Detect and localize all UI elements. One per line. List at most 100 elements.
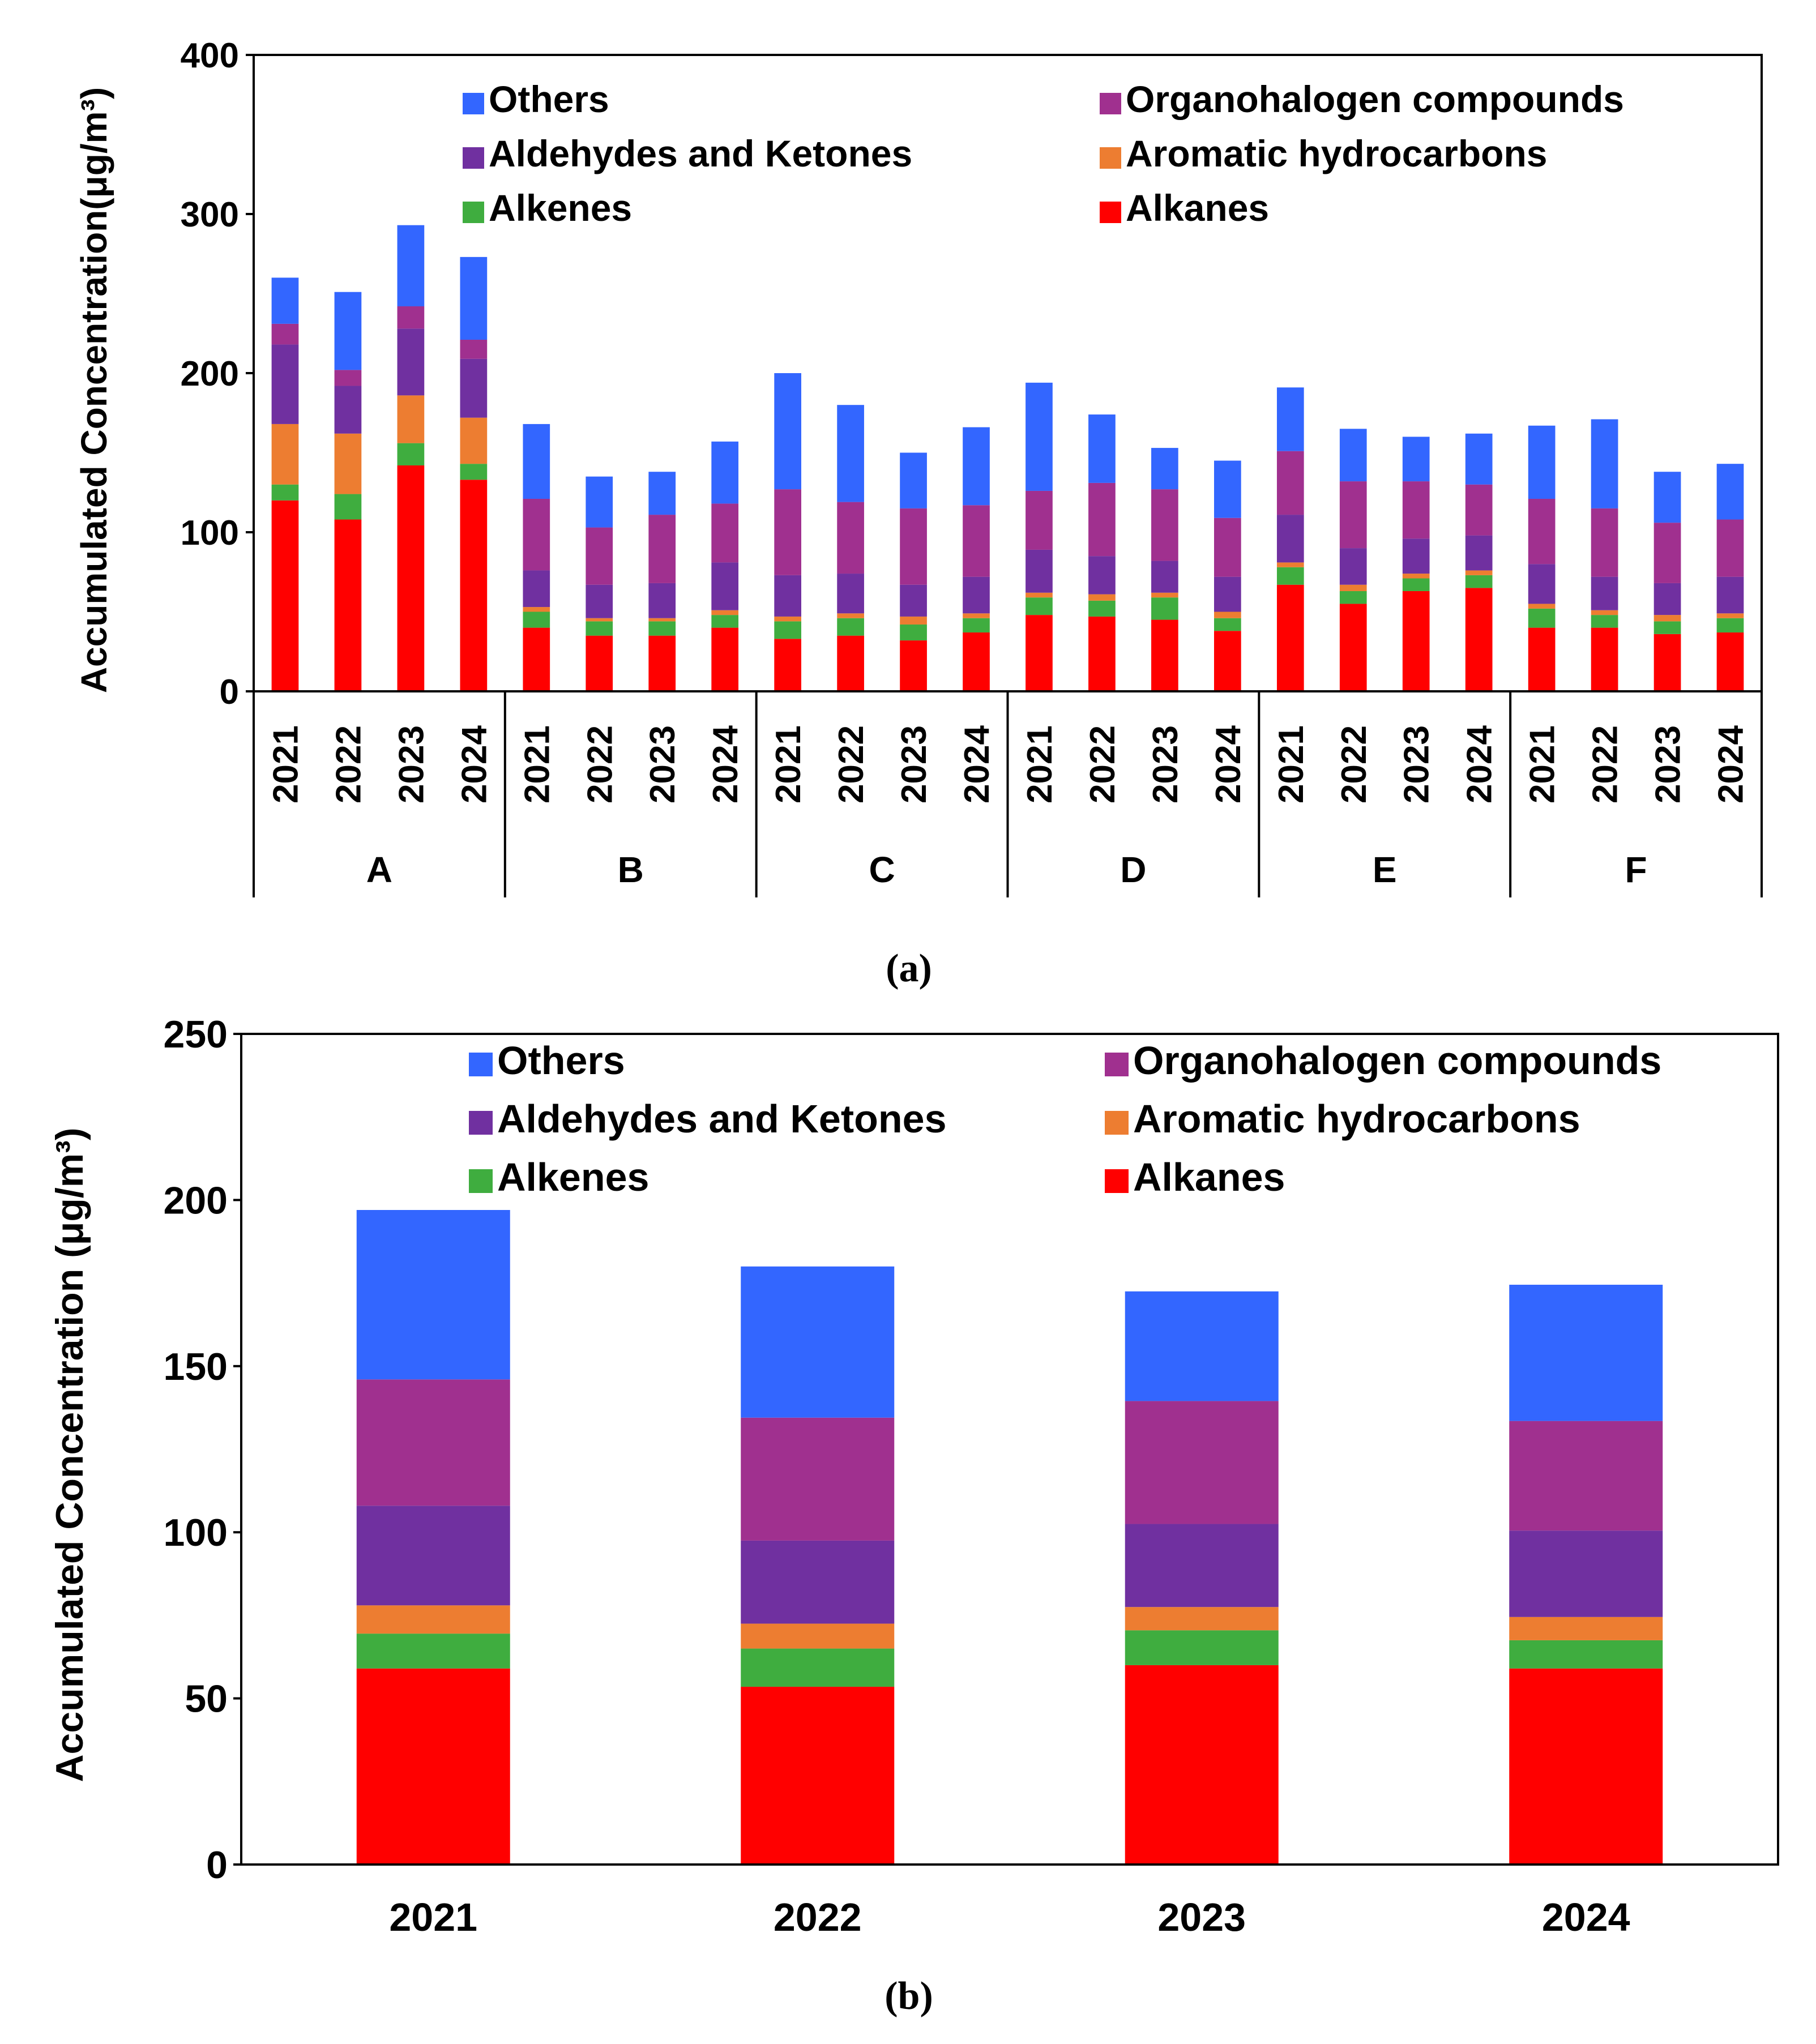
a-legend-label-5: Alkanes — [1126, 187, 1269, 229]
a-bar-C-2022-s1 — [837, 618, 864, 636]
a-bar-D-2024-s0 — [1214, 631, 1241, 691]
b-ytick-label-3: 150 — [164, 1345, 228, 1388]
a-bar-C-2022-s4 — [837, 502, 864, 574]
a-bar-D-2023-s2 — [1151, 592, 1178, 598]
a-xtick-label-9: 2022 — [832, 725, 871, 803]
a-bar-C-2021-s1 — [774, 621, 801, 639]
a-legend-label-3: Aromatic hydrocarbons — [1126, 132, 1548, 174]
a-bar-B-2023-s0 — [648, 635, 676, 691]
b-xtick-label-2: 2023 — [1157, 1895, 1246, 1939]
a-xtick-label-12: 2021 — [1020, 725, 1059, 803]
a-bar-C-2023-s4 — [900, 508, 927, 585]
b-bar-2021-s2 — [356, 1605, 510, 1634]
b-legend-label-3: Aromatic hydrocarbons — [1133, 1097, 1580, 1141]
b-legend-label-0: Others — [497, 1038, 625, 1083]
b-legend-label-5: Alkanes — [1133, 1155, 1285, 1199]
a-bar-D-2023-s3 — [1151, 561, 1178, 593]
a-bar-A-2023-s4 — [397, 306, 425, 329]
a-bar-B-2022-s4 — [586, 527, 613, 585]
a-bar-B-2022-s1 — [586, 621, 613, 636]
a-bar-F-2022-s5 — [1591, 419, 1618, 508]
a-bar-B-2024-s4 — [711, 503, 739, 563]
b-ytick-label-5: 250 — [164, 1013, 228, 1056]
a-bar-F-2024-s2 — [1716, 613, 1744, 618]
b-bar-2024-s4 — [1509, 1421, 1663, 1531]
a-bar-B-2024-s0 — [711, 627, 739, 691]
b-ytick-label-2: 100 — [164, 1511, 228, 1554]
b-bar-2024-s0 — [1509, 1668, 1663, 1865]
a-bar-A-2023-s5 — [397, 225, 425, 306]
a-bar-D-2021-s1 — [1025, 597, 1053, 615]
a-legend-swatch-1 — [1100, 93, 1121, 114]
a-bar-E-2021-s5 — [1276, 387, 1304, 451]
a-xtick-label-21: 2022 — [1586, 725, 1625, 803]
a-bar-A-2024-s1 — [460, 464, 488, 480]
a-bar-A-2022-s2 — [334, 433, 362, 494]
a-bar-E-2024-s1 — [1465, 575, 1493, 588]
b-ylabel: Accumulated Concentration (μg/m³) — [48, 1127, 91, 1782]
a-xtick-label-18: 2023 — [1398, 725, 1437, 803]
a-bar-E-2022-s5 — [1339, 429, 1367, 482]
a-xtick-label-11: 2024 — [958, 725, 997, 803]
a-bar-F-2021-s5 — [1528, 425, 1556, 499]
a-bar-C-2022-s0 — [837, 635, 864, 691]
a-bar-E-2024-s0 — [1465, 588, 1493, 691]
a-bar-D-2022-s3 — [1088, 556, 1116, 595]
a-bar-F-2023-s1 — [1653, 621, 1681, 634]
a-bar-E-2021-s1 — [1276, 567, 1304, 585]
a-bar-D-2024-s3 — [1214, 576, 1241, 612]
a-bar-B-2022-s0 — [586, 635, 613, 691]
b-legend-swatch-1 — [1105, 1053, 1129, 1076]
a-bar-B-2023-s1 — [648, 621, 676, 636]
a-bar-B-2021-s1 — [523, 612, 550, 628]
a-bar-D-2024-s1 — [1214, 618, 1241, 631]
a-legend-swatch-4 — [463, 202, 484, 223]
a-bar-B-2024-s5 — [711, 441, 739, 504]
a-bar-A-2024-s2 — [460, 417, 488, 464]
a-bar-E-2021-s2 — [1276, 562, 1304, 567]
a-bar-D-2021-s2 — [1025, 592, 1053, 598]
b-xtick-label-0: 2021 — [389, 1895, 477, 1939]
a-bar-B-2022-s3 — [586, 584, 613, 618]
b-legend-swatch-2 — [469, 1111, 493, 1135]
a-xtick-label-0: 2021 — [267, 725, 306, 803]
a-bar-D-2022-s0 — [1088, 616, 1116, 691]
a-xtick-label-16: 2021 — [1272, 725, 1311, 803]
a-group-label-E: E — [1373, 849, 1397, 890]
a-bar-F-2024-s3 — [1716, 576, 1744, 614]
a-bar-F-2021-s0 — [1528, 627, 1556, 691]
a-legend-swatch-3 — [1100, 147, 1121, 169]
a-xtick-label-13: 2022 — [1083, 725, 1122, 803]
b-bar-2022-s4 — [741, 1417, 895, 1541]
a-bar-B-2021-s3 — [523, 570, 550, 608]
a-bar-F-2021-s3 — [1528, 564, 1556, 604]
a-bar-D-2021-s4 — [1025, 490, 1053, 550]
a-xtick-label-1: 2022 — [329, 725, 368, 803]
a-bar-E-2024-s2 — [1465, 570, 1493, 575]
b-legend-swatch-0 — [469, 1053, 493, 1076]
a-bar-A-2023-s1 — [397, 443, 425, 465]
chart-a: 0 100 200 300 400 Accumulated Concentration(μ… — [74, 36, 1763, 897]
a-bar-B-2023-s2 — [648, 618, 676, 622]
a-group-label-C: C — [869, 849, 895, 890]
b-bar-2024-s3 — [1509, 1530, 1663, 1617]
a-bar-A-2021-s5 — [271, 277, 299, 324]
b-legend-label-2: Aldehydes and Ketones — [497, 1097, 947, 1141]
a-bar-E-2021-s0 — [1276, 584, 1304, 691]
a-ytick-label-1: 100 — [181, 514, 239, 553]
a-ytick-label-0: 0 — [220, 673, 239, 712]
b-ytick-label-0: 0 — [206, 1844, 228, 1887]
a-bar-B-2022-s5 — [586, 476, 613, 528]
a-bar-F-2023-s3 — [1653, 583, 1681, 615]
a-legend-label-1: Organohalogen compounds — [1126, 78, 1624, 120]
b-bar-2022-s3 — [741, 1540, 895, 1624]
a-bar-C-2024-s1 — [963, 618, 990, 633]
a-bar-D-2023-s1 — [1151, 597, 1178, 620]
a-bar-E-2023-s2 — [1402, 574, 1430, 579]
a-bar-C-2024-s2 — [963, 613, 990, 618]
a-bar-C-2022-s5 — [837, 405, 864, 502]
a-bar-C-2022-s3 — [837, 574, 864, 614]
a-bar-B-2022-s2 — [586, 618, 613, 622]
a-bar-C-2021-s2 — [774, 616, 801, 622]
